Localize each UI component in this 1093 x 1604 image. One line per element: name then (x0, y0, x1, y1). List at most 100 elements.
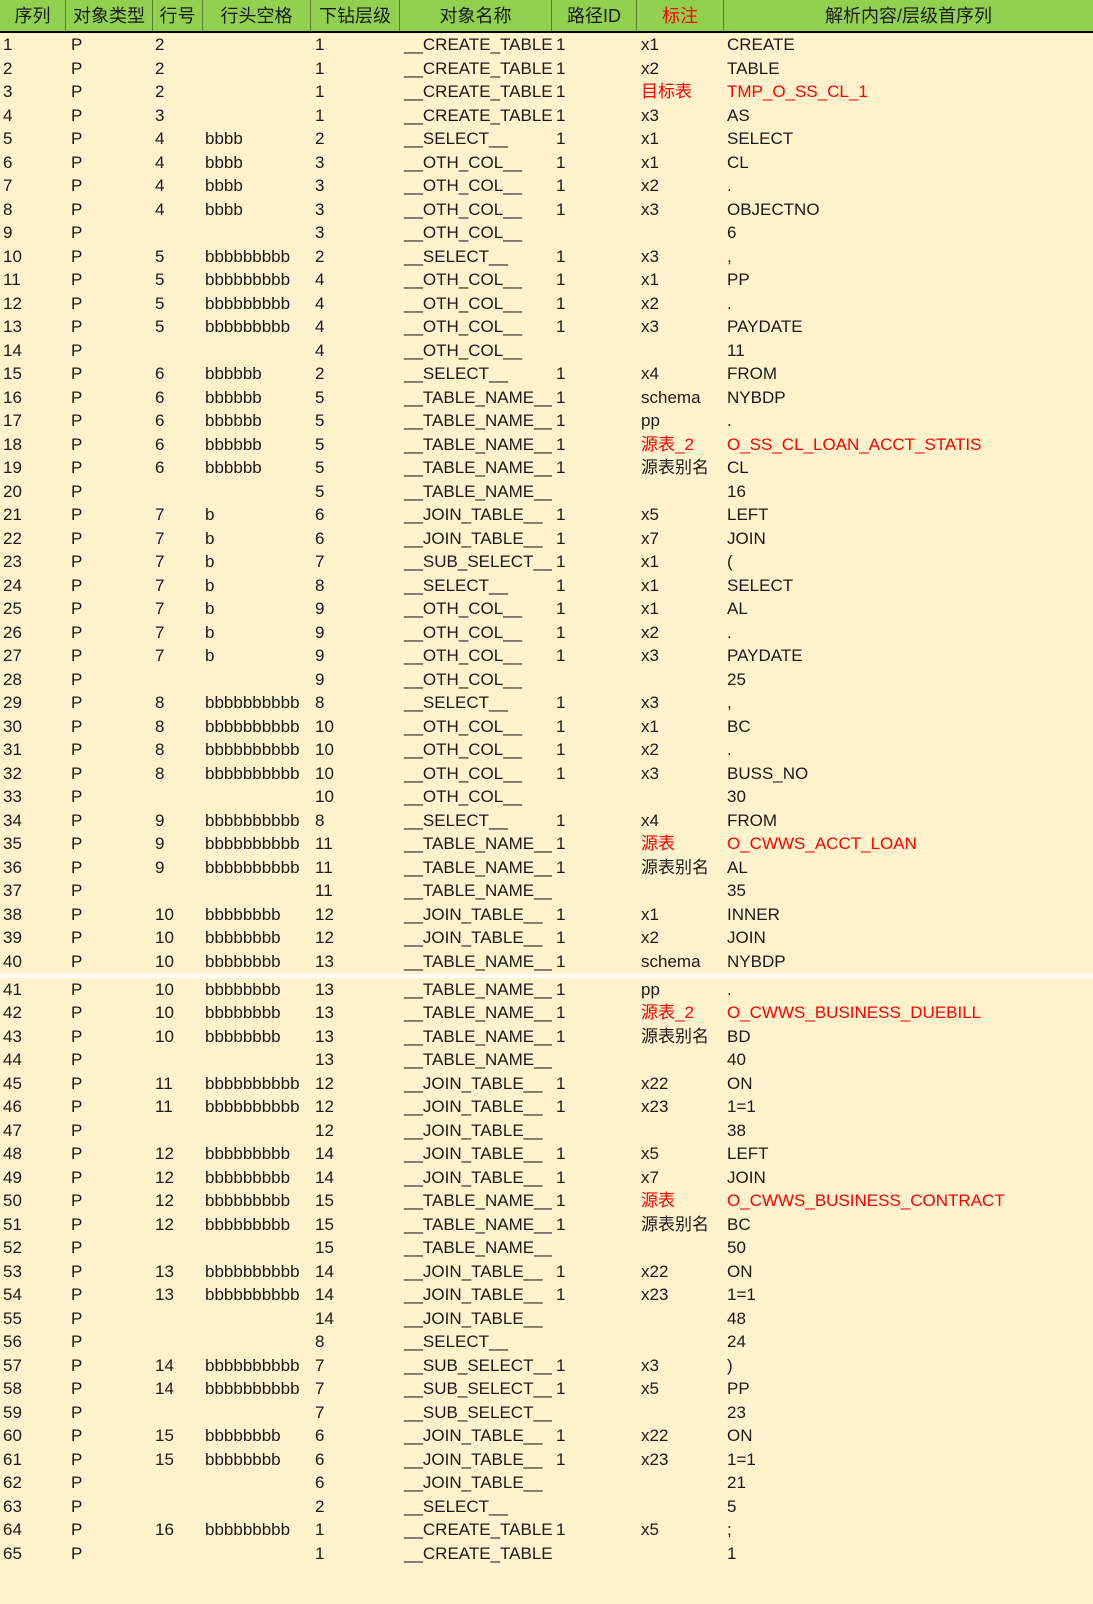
cell-line-spaces[interactable] (203, 1471, 311, 1495)
cell-annotation[interactable]: x1 (641, 152, 659, 172)
cell-annotation[interactable] (637, 1495, 724, 1519)
cell-line-no[interactable]: 5 (155, 317, 165, 336)
cell-line-spaces[interactable]: bbbbbbbbb (205, 1167, 291, 1187)
cell-drill-level[interactable]: 4 (315, 270, 325, 289)
cell-drill-level[interactable]: 11 (315, 857, 333, 877)
cell-path-id[interactable]: 1 (556, 951, 566, 971)
cell-path-id[interactable]: 1 (556, 82, 566, 101)
cell-line-spaces[interactable] (203, 1048, 311, 1072)
cell-path-id[interactable]: 1 (556, 246, 566, 266)
cell-seq[interactable]: 29 (3, 693, 22, 712)
cell-object-type[interactable]: P (71, 223, 83, 242)
cell-line-no[interactable]: 9 (155, 834, 165, 853)
cell-line-no[interactable]: 6 (155, 458, 165, 477)
cell-seq[interactable]: 58 (3, 1379, 22, 1398)
cell-object-type[interactable]: P (71, 1261, 83, 1281)
cell-seq[interactable]: 15 (3, 364, 22, 383)
cell-drill-level[interactable]: 10 (315, 787, 334, 806)
cell-object-name[interactable]: __OTH_COL__ (404, 669, 523, 689)
header-col-parsed-content[interactable]: 解析内容/层级首序列 (824, 6, 992, 26)
cell-annotation[interactable]: 源表别名 (641, 1214, 709, 1234)
cell-line-no[interactable]: 10 (155, 1003, 174, 1022)
cell-object-type[interactable]: P (71, 599, 83, 618)
cell-object-type[interactable]: P (71, 1097, 83, 1116)
cell-parsed-content[interactable]: 24 (727, 1332, 746, 1351)
cell-line-spaces[interactable] (203, 57, 311, 81)
cell-path-id[interactable]: 1 (556, 1026, 566, 1046)
cell-path-id[interactable]: 1 (556, 1214, 566, 1234)
cell-object-name[interactable]: __TABLE_NAME__ (404, 1191, 552, 1210)
cell-line-no[interactable]: 7 (155, 646, 165, 665)
cell-annotation[interactable]: schema (641, 387, 701, 407)
cell-seq[interactable]: 9 (3, 223, 13, 242)
cell-drill-level[interactable]: 7 (315, 1355, 325, 1375)
header-col-annotation[interactable]: 标注 (637, 0, 724, 31)
cell-annotation[interactable]: x1 (641, 270, 659, 289)
cell-line-spaces[interactable]: bbbbbb (205, 387, 262, 407)
cell-object-type[interactable]: P (71, 1214, 83, 1234)
cell-drill-level[interactable]: 6 (315, 1449, 325, 1469)
cell-path-id[interactable] (552, 1119, 637, 1143)
cell-drill-level[interactable]: 14 (315, 1167, 334, 1187)
cell-object-name[interactable]: __TABLE_NAME__ (404, 1238, 552, 1257)
cell-annotation[interactable] (637, 221, 724, 245)
cell-object-type[interactable]: P (71, 1050, 83, 1069)
cell-line-spaces[interactable] (203, 480, 311, 504)
cell-drill-level[interactable]: 5 (315, 387, 325, 407)
cell-path-id[interactable]: 1 (556, 763, 566, 783)
cell-parsed-content[interactable]: ) (727, 1355, 733, 1375)
cell-parsed-content[interactable]: PAYDATE (727, 317, 803, 336)
cell-line-spaces[interactable] (203, 339, 311, 363)
cell-annotation[interactable] (637, 1471, 724, 1495)
cell-object-name[interactable]: __JOIN_TABLE__ (404, 1261, 543, 1281)
cell-parsed-content[interactable]: 1=1 (727, 1449, 756, 1469)
cell-drill-level[interactable]: 11 (315, 834, 333, 853)
cell-seq[interactable]: 16 (3, 387, 22, 407)
cell-line-spaces[interactable]: bbbbbbbbbb (205, 716, 300, 736)
cell-object-type[interactable]: P (71, 364, 83, 383)
header-col-line-spaces[interactable]: 行头空格 (203, 0, 311, 31)
cell-object-type[interactable]: P (71, 787, 83, 806)
cell-object-name[interactable]: __SELECT__ (404, 693, 508, 712)
cell-path-id[interactable]: 1 (556, 1073, 566, 1093)
cell-seq[interactable]: 24 (3, 575, 22, 595)
cell-path-id[interactable]: 1 (556, 505, 566, 524)
cell-drill-level[interactable]: 9 (315, 646, 325, 665)
cell-drill-level[interactable]: 13 (315, 979, 334, 999)
cell-seq[interactable]: 38 (3, 904, 22, 924)
cell-parsed-content[interactable]: 23 (727, 1402, 746, 1422)
cell-seq[interactable]: 28 (3, 669, 22, 689)
cell-line-spaces[interactable]: bbbbbbbbbb (205, 1285, 300, 1304)
header-col-object-name[interactable]: 对象名称 (400, 0, 552, 31)
cell-line-spaces[interactable]: bbbbbb (205, 434, 262, 454)
cell-drill-level[interactable]: 15 (315, 1191, 334, 1210)
cell-object-type[interactable]: P (71, 951, 83, 971)
cell-object-type[interactable]: P (71, 340, 83, 360)
cell-parsed-content[interactable]: INNER (727, 904, 780, 924)
cell-annotation[interactable]: x2 (641, 176, 659, 195)
cell-path-id[interactable]: 1 (556, 199, 566, 219)
cell-object-name[interactable]: __CREATE_TABLE_ (404, 35, 552, 54)
cell-path-id[interactable] (552, 879, 637, 903)
cell-drill-level[interactable]: 2 (315, 364, 325, 383)
cell-line-no[interactable] (153, 1236, 203, 1260)
cell-seq[interactable]: 44 (3, 1050, 22, 1069)
cell-annotation[interactable]: x3 (641, 763, 659, 783)
cell-annotation[interactable]: 源表别名 (641, 857, 709, 877)
cell-object-type[interactable]: P (71, 1073, 83, 1093)
cell-seq[interactable]: 13 (3, 317, 22, 336)
cell-path-id[interactable]: 1 (556, 857, 566, 877)
cell-parsed-content[interactable]: PAYDATE (727, 646, 803, 665)
cell-path-id[interactable] (552, 1495, 637, 1519)
cell-object-name[interactable]: __OTH_COL__ (404, 340, 523, 360)
cell-parsed-content[interactable]: 30 (727, 787, 746, 806)
cell-parsed-content[interactable]: AL (727, 857, 748, 877)
cell-drill-level[interactable]: 14 (315, 1261, 334, 1281)
cell-seq[interactable]: 54 (3, 1285, 22, 1304)
cell-object-name[interactable]: __OTH_COL__ (404, 787, 523, 806)
cell-parsed-content[interactable]: 38 (727, 1120, 746, 1140)
cell-object-type[interactable]: P (71, 1120, 83, 1140)
cell-line-no[interactable]: 6 (155, 387, 165, 407)
cell-line-spaces[interactable]: bbbbbbbbbb (205, 763, 300, 783)
cell-line-spaces[interactable]: b (205, 505, 215, 524)
